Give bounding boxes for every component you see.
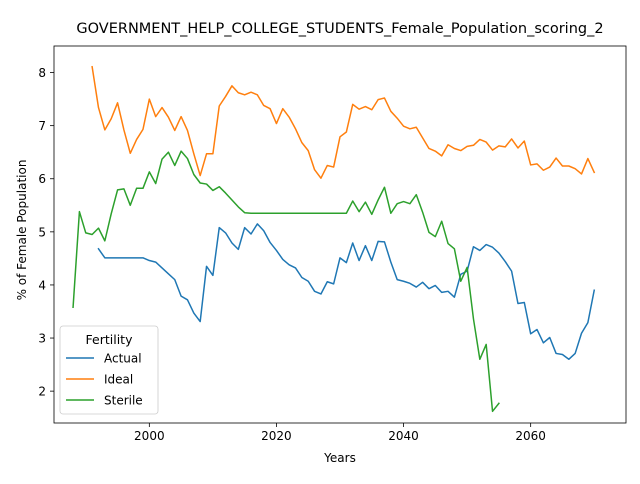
x-axis-ticks: 2000 2020 2040 2060 bbox=[134, 423, 546, 443]
legend-title: Fertility bbox=[86, 332, 134, 347]
series-line-ideal bbox=[91, 65, 596, 179]
y-tick-label: 7 bbox=[38, 119, 46, 133]
y-axis-label: % of Female Population bbox=[15, 160, 29, 301]
y-axis-ticks: 2 3 4 5 6 7 8 bbox=[38, 66, 54, 399]
legend: Fertility Actual Ideal Sterile bbox=[59, 325, 159, 415]
x-axis-label: Years bbox=[323, 451, 356, 465]
legend-label-actual: Actual bbox=[104, 352, 142, 366]
plot-area: 2000 2020 2040 2060 2 3 4 5 6 7 8 bbox=[38, 45, 627, 443]
legend-label-sterile: Sterile bbox=[104, 394, 143, 408]
x-tick-label: 2000 bbox=[134, 429, 165, 443]
series-layer bbox=[72, 65, 596, 413]
y-tick-label: 3 bbox=[38, 332, 46, 346]
x-tick-label: 2060 bbox=[515, 429, 546, 443]
legend-entries: Actual Ideal Sterile bbox=[66, 352, 143, 408]
y-tick-label: 5 bbox=[38, 225, 46, 239]
y-tick-label: 2 bbox=[38, 385, 46, 399]
legend-label-ideal: Ideal bbox=[104, 373, 133, 387]
chart-title: GOVERNMENT_HELP_COLLEGE_STUDENTS_Female_… bbox=[76, 21, 603, 37]
y-tick-label: 6 bbox=[38, 172, 46, 186]
series-line-actual bbox=[97, 223, 596, 361]
y-tick-label: 8 bbox=[38, 66, 46, 80]
legend-box bbox=[59, 325, 159, 415]
plot-frame bbox=[53, 45, 627, 424]
y-tick-label: 4 bbox=[38, 278, 46, 292]
x-tick-label: 2040 bbox=[388, 429, 419, 443]
x-tick-label: 2020 bbox=[261, 429, 292, 443]
series-line-sterile bbox=[72, 150, 500, 413]
